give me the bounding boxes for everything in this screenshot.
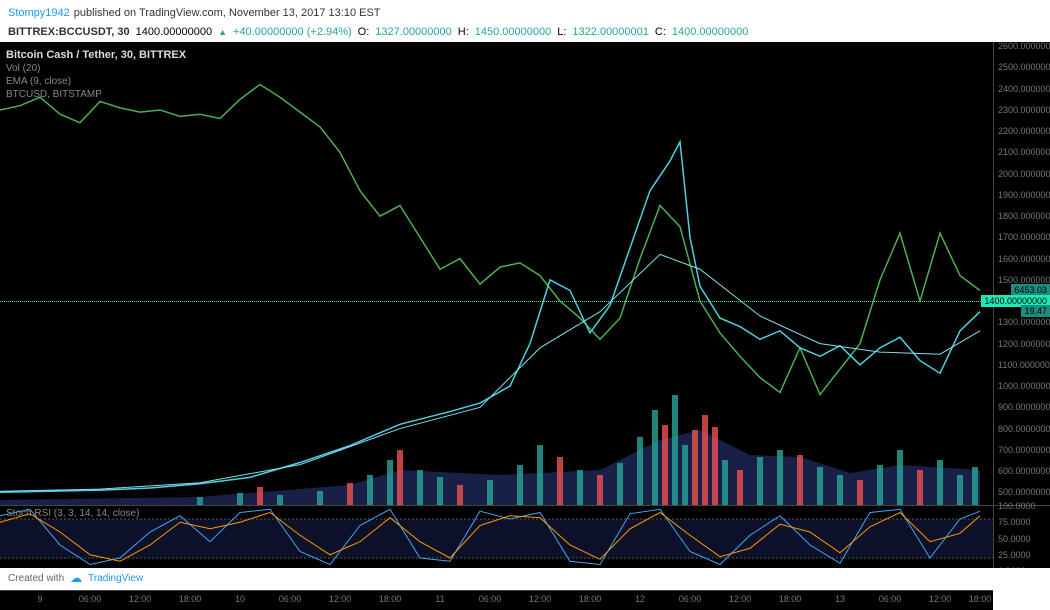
author[interactable]: Stompy1942 <box>8 7 70 19</box>
y-tick: 600.00000000 <box>998 466 1050 476</box>
stoch-legend: Stoch RSI (3, 3, 14, 14, close) <box>6 508 139 519</box>
stoch-panel[interactable]: Stoch RSI (3, 3, 14, 14, close) <box>0 505 993 570</box>
symbol: BITTREX:BCCUSDT, 30 <box>8 26 130 38</box>
header-line1: Stompy1942 published on TradingView.com,… <box>0 0 1050 26</box>
x-tick: 18:00 <box>379 594 402 604</box>
y-tick: 1600.00000000 <box>998 254 1050 264</box>
brand[interactable]: TradingView <box>88 573 143 584</box>
c-label: C: <box>655 26 666 38</box>
x-tick: 12:00 <box>129 594 152 604</box>
stoch-y-tick: 25.0000 <box>998 550 1031 560</box>
x-tick: 06:00 <box>279 594 302 604</box>
stoch-y-axis: 0.000025.000050.000075.0000100.0000 <box>993 505 1050 570</box>
price-hline <box>0 301 993 302</box>
o-label: O: <box>358 26 370 38</box>
y-tick: 1900.00000000 <box>998 190 1050 200</box>
y-tick: 1700.00000000 <box>998 232 1050 242</box>
h-val: 1450.00000000 <box>475 26 551 38</box>
y-tick: 2000.00000000 <box>998 169 1050 179</box>
created-with: Created with <box>8 573 64 584</box>
chart-container: Bitcoin Cash / Tether, 30, BITTREX Vol (… <box>0 42 1050 588</box>
y-tick: 1800.00000000 <box>998 211 1050 221</box>
x-tick: 18:00 <box>779 594 802 604</box>
x-tick: 10 <box>235 594 245 604</box>
y-axis: 500.00000000 600.00000000 700.00000000 800.… <box>993 42 1050 505</box>
y-tick: 1200.00000000 <box>998 339 1050 349</box>
y-tick: 2600.00000000 <box>998 41 1050 51</box>
last-price: 1400.00000000 <box>136 26 212 38</box>
change: +40.00000000 (+2.94%) <box>233 26 352 38</box>
x-tick: 9 <box>37 594 42 604</box>
x-tick: 12:00 <box>729 594 752 604</box>
x-tick: 13 <box>835 594 845 604</box>
stoch-y-tick: 50.0000 <box>998 534 1031 544</box>
y-tick: 900.00000000 <box>998 402 1050 412</box>
stoch-svg <box>0 506 993 571</box>
l-val: 1322.00000001 <box>572 26 648 38</box>
x-tick: 12:00 <box>929 594 952 604</box>
y-tick: 2100.00000000 <box>998 147 1050 157</box>
legend-title: Bitcoin Cash / Tether, 30, BITTREX <box>6 48 186 62</box>
x-tick: 06:00 <box>879 594 902 604</box>
y-tick: 500.00000000 <box>998 487 1050 497</box>
x-tick: 18:00 <box>579 594 602 604</box>
y-tick: 700.00000000 <box>998 445 1050 455</box>
legend-ema: EMA (9, close) <box>6 75 186 88</box>
c-val: 1400.00000000 <box>672 26 748 38</box>
x-tick: 06:00 <box>79 594 102 604</box>
x-tick: 12 <box>635 594 645 604</box>
x-tick: 18:00 <box>969 594 992 604</box>
x-tick: 12:00 <box>529 594 552 604</box>
published-text: published on TradingView.com, November 1… <box>74 7 381 19</box>
footer: Created with ☁ TradingView <box>0 568 1050 588</box>
cloud-icon: ☁ <box>70 571 82 585</box>
y-tick: 2400.00000000 <box>998 84 1050 94</box>
chart-legend: Bitcoin Cash / Tether, 30, BITTREX Vol (… <box>6 48 186 101</box>
y-tick: 1300.00000000 <box>998 317 1050 327</box>
x-tick: 11 <box>435 594 444 604</box>
y-tick: 1100.00000000 <box>998 360 1050 370</box>
x-tick: 06:00 <box>479 594 502 604</box>
h-label: H: <box>458 26 469 38</box>
up-arrow-icon: ▲ <box>218 27 227 37</box>
y-tick: 2200.00000000 <box>998 126 1050 136</box>
header-line2: BITTREX:BCCUSDT, 30 1400.00000000 ▲ +40.… <box>0 26 1050 42</box>
y-tick: 2500.00000000 <box>998 62 1050 72</box>
x-tick: 06:00 <box>679 594 702 604</box>
stoch-y-tick: 75.0000 <box>998 517 1031 527</box>
x-tick: 18:00 <box>179 594 202 604</box>
x-axis: 9 06:00 12:00 18:00 10 06:00 12:00 18:00 11 06:00… <box>0 590 993 610</box>
stoch-y-tick: 100.0000 <box>998 501 1036 511</box>
y-tick: 2300.00000000 <box>998 105 1050 115</box>
y-tick: 1000.00000000 <box>998 381 1050 391</box>
x-tick: 12:00 <box>329 594 352 604</box>
l-label: L: <box>557 26 566 38</box>
y-tick: 800.00000000 <box>998 424 1050 434</box>
axis-price-label: 6453.03 <box>1011 284 1050 296</box>
legend-btcusd: BTCUSD, BITSTAMP <box>6 88 186 101</box>
legend-vol: Vol (20) <box>6 62 186 75</box>
o-val: 1327.00000000 <box>375 26 451 38</box>
main-chart[interactable]: Bitcoin Cash / Tether, 30, BITTREX Vol (… <box>0 42 993 505</box>
axis-price-label: 19.47 <box>1021 305 1050 317</box>
main-chart-svg <box>0 42 993 505</box>
